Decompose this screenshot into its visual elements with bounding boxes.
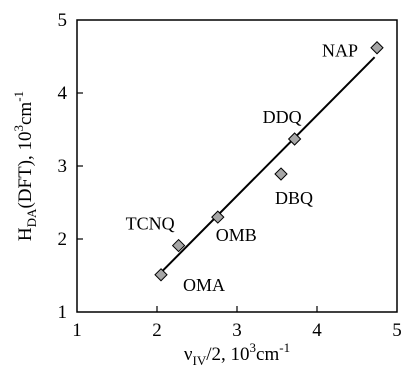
x-axis-label: νIV/2, 103cm-1	[184, 340, 290, 368]
y-axis-label-sup: 3	[11, 125, 26, 132]
point-label-tcnq: TCNQ	[126, 214, 175, 234]
y-tick-label: 5	[58, 10, 68, 31]
y-axis-label-sub: DA	[24, 208, 39, 227]
point-label-ddq: DDQ	[263, 107, 302, 127]
x-tick-label: 4	[312, 320, 322, 341]
y-tick-label: 1	[58, 302, 68, 323]
data-point-omb	[211, 210, 225, 224]
x-axis-label-sup: 3	[250, 340, 257, 355]
x-tick-label: 5	[392, 320, 402, 341]
y-tick-label: 4	[58, 83, 68, 104]
point-label-omb: OMB	[216, 225, 257, 245]
y-axis-label-rest: (DFT), 10	[15, 131, 36, 208]
x-tick-label: 3	[232, 320, 242, 341]
axis-ticks	[77, 92, 318, 312]
x-axis-label-sub: IV	[193, 353, 207, 368]
y-axis-label-base: H	[15, 227, 36, 241]
x-tick-label: 2	[152, 320, 162, 341]
y-axis-label-unit: cm	[15, 102, 36, 125]
y-axis-label-unit-sup: -1	[11, 91, 26, 102]
y-axis-label: HDA(DFT), 103cm-1	[11, 91, 39, 241]
x-axis-label-base: ν	[184, 344, 193, 365]
data-point-dbq	[274, 167, 288, 181]
x-axis-label-rest: /2, 10	[206, 344, 249, 365]
data-point-tcnq	[171, 238, 186, 253]
data-point-labels: OMA TCNQ OMB DBQ DDQ NAP	[126, 41, 358, 295]
x-axis-label-unit-sup: -1	[279, 340, 290, 355]
data-point-ddq	[287, 132, 302, 146]
regression-line	[158, 56, 376, 275]
y-tick-label: 3	[58, 156, 68, 177]
point-label-dbq: DBQ	[275, 188, 313, 208]
x-tick-label: 1	[72, 320, 82, 341]
data-point-nap	[370, 41, 384, 55]
x-axis-label-unit: cm	[256, 344, 279, 365]
x-tick-labels: 1 2 3 4 5	[72, 320, 402, 341]
data-points	[154, 41, 384, 282]
point-label-nap: NAP	[322, 41, 358, 61]
data-point-oma	[154, 268, 168, 282]
point-label-oma: OMA	[183, 275, 225, 295]
y-tick-label: 2	[58, 229, 68, 250]
y-tick-labels: 1 2 3 4 5	[58, 10, 68, 323]
plot-frame	[76, 19, 398, 313]
